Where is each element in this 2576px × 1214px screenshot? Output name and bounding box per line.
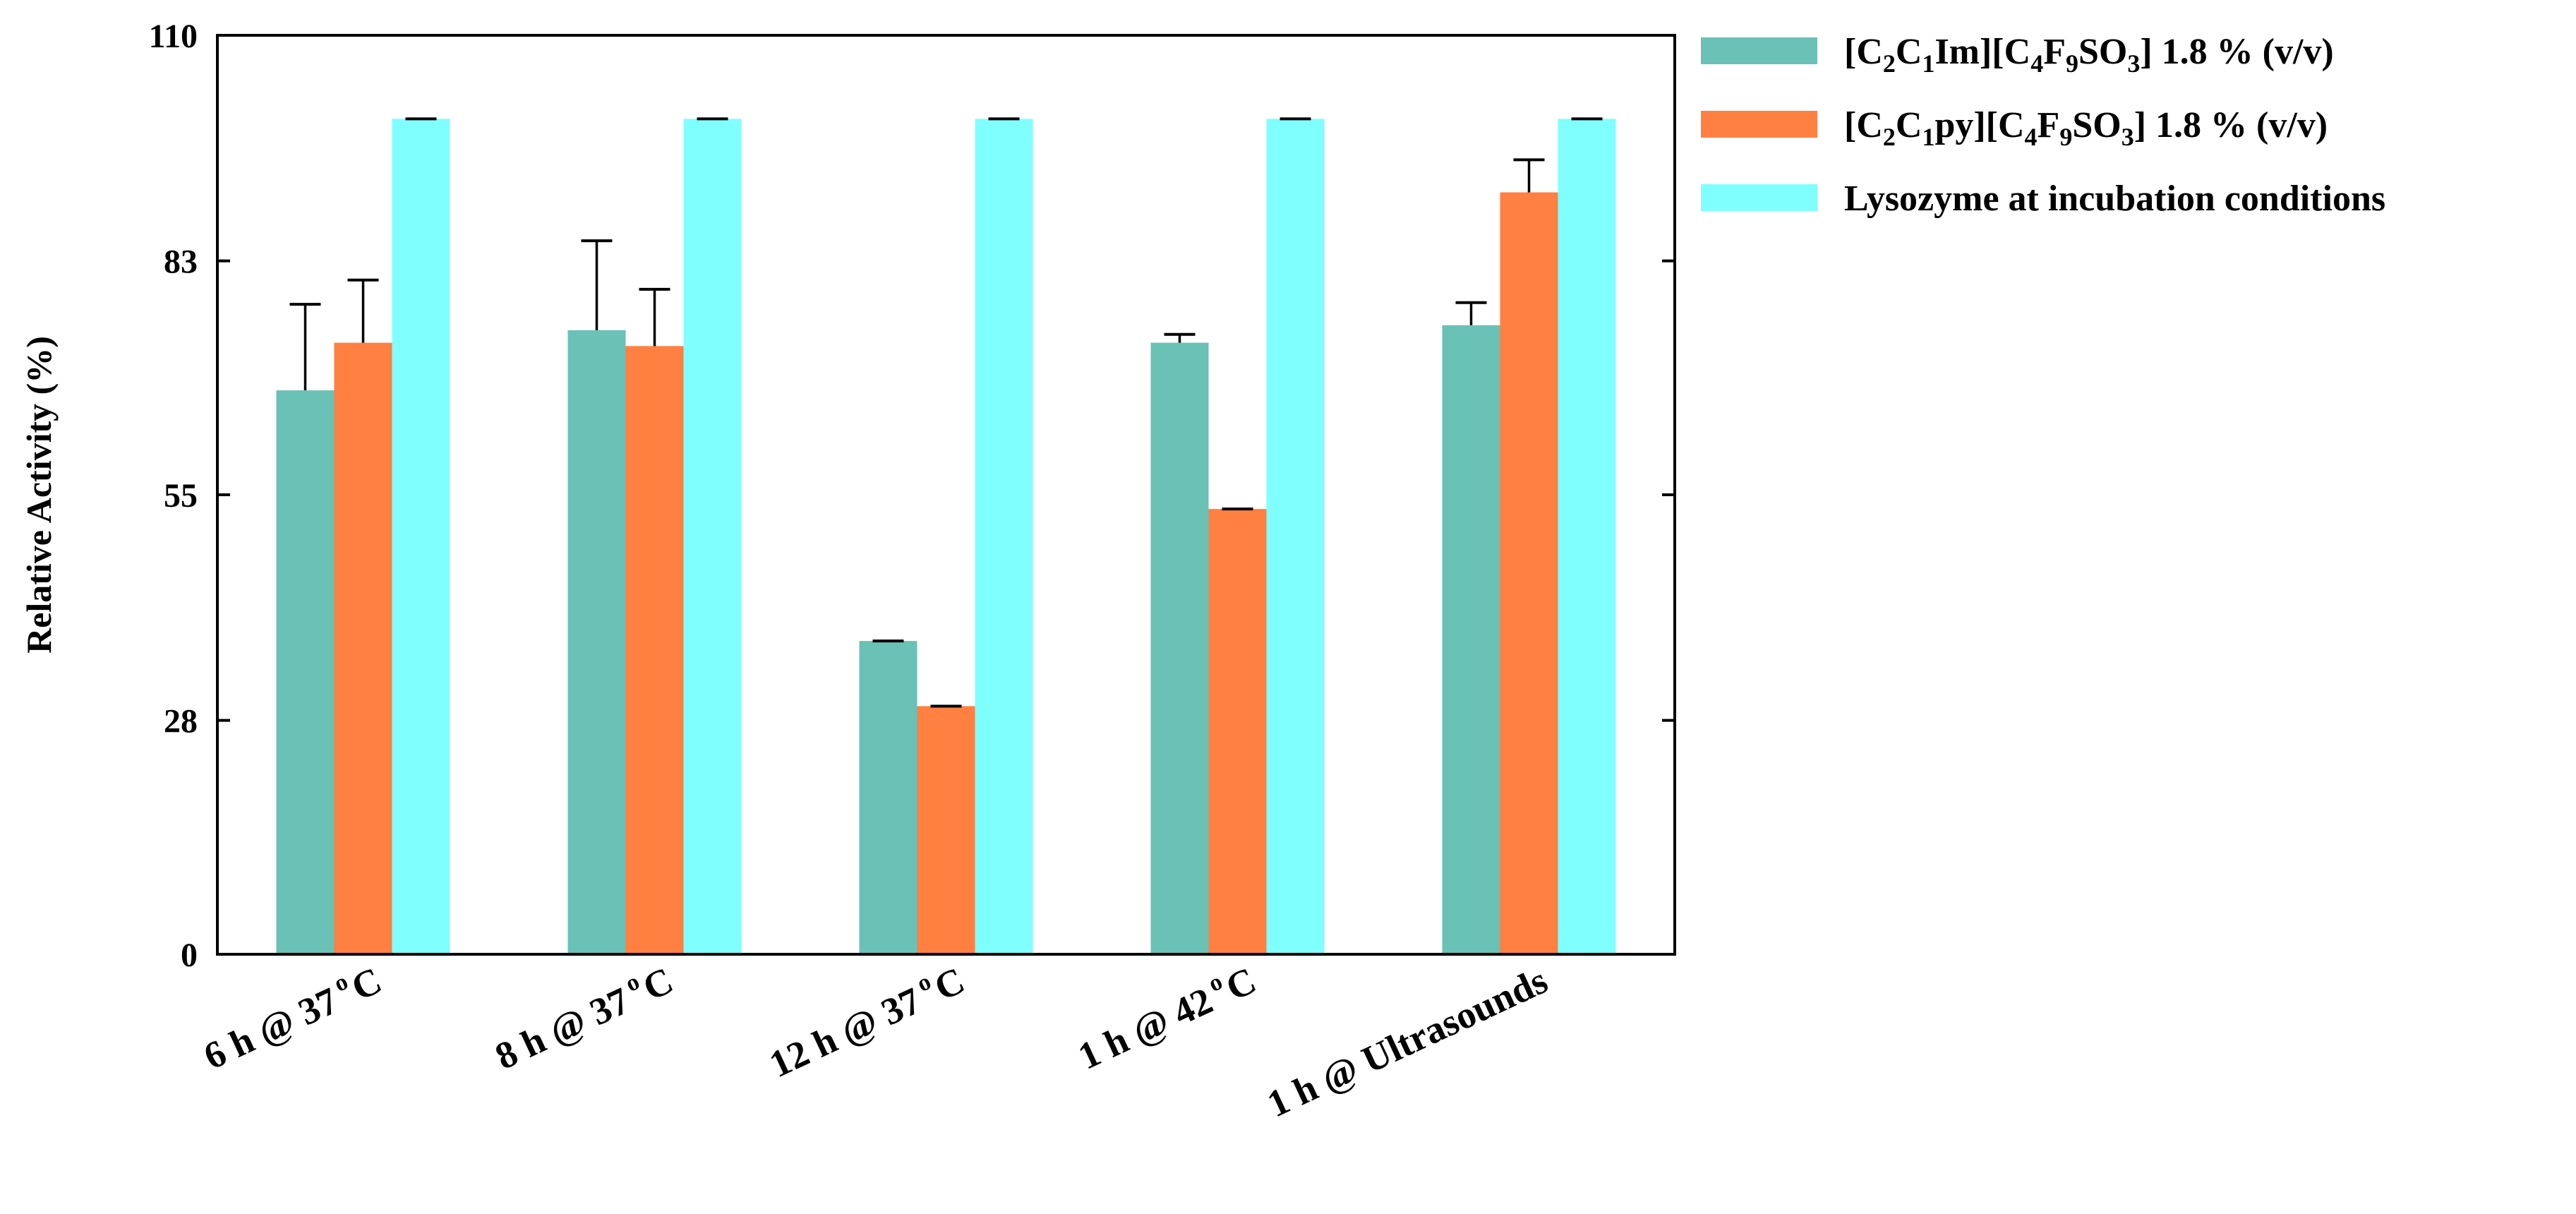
bar-2	[1500, 192, 1558, 954]
x-tick-label: 6 h @ 37oC	[196, 956, 388, 1078]
y-axis: 0 28 55 83 110	[149, 18, 1675, 974]
x-tick-label: 8 h @ 37oC	[488, 956, 680, 1078]
bar-2	[917, 706, 975, 954]
x-tick-label: 1 h @ 42oC	[1071, 956, 1263, 1078]
legend-swatch-3	[1701, 184, 1817, 211]
plot-area	[276, 117, 1616, 955]
y-tick-label: 110	[149, 18, 198, 55]
bar-3	[975, 119, 1033, 954]
bar-1	[859, 641, 917, 954]
y-tick-label: 55	[164, 477, 198, 515]
y-tick-label: 0	[181, 937, 198, 974]
bar-3	[392, 119, 450, 954]
x-axis-labels: 6 h @ 37oC 8 h @ 37oC 12 h @ 37oC 1 h @ 42o…	[196, 956, 1554, 1125]
bar-1	[1150, 342, 1209, 954]
bar-1	[276, 390, 335, 954]
legend-label-3: Lysozyme at incubation conditions	[1844, 179, 2385, 219]
bar-2	[625, 346, 684, 954]
legend-label-2: [C2C1py][C4F9SO3] 1.8 % (v/v)	[1844, 105, 2328, 151]
bar-1	[567, 330, 626, 955]
y-axis-title: Relative Activity (%)	[19, 336, 59, 654]
x-tick-label: 12 h @ 37oC	[762, 956, 970, 1086]
legend-swatch-2	[1701, 111, 1817, 138]
bar-1	[1442, 325, 1500, 955]
bar-3	[683, 119, 742, 954]
bar-2	[1208, 509, 1267, 954]
legend-label-1: [C2C1Im][C4F9SO3] 1.8 % (v/v)	[1844, 32, 2334, 78]
legend: [C2C1Im][C4F9SO3] 1.8 % (v/v) [C2C1py][C4…	[1701, 32, 2385, 219]
x-tick-label: 1 h @ Ultrasounds	[1261, 958, 1554, 1125]
legend-swatch-1	[1701, 37, 1817, 64]
y-tick-label: 83	[164, 244, 198, 281]
y-tick-label: 28	[164, 703, 198, 740]
bar-3	[1558, 119, 1616, 954]
bar-3	[1266, 119, 1325, 954]
bar-2	[334, 342, 392, 954]
